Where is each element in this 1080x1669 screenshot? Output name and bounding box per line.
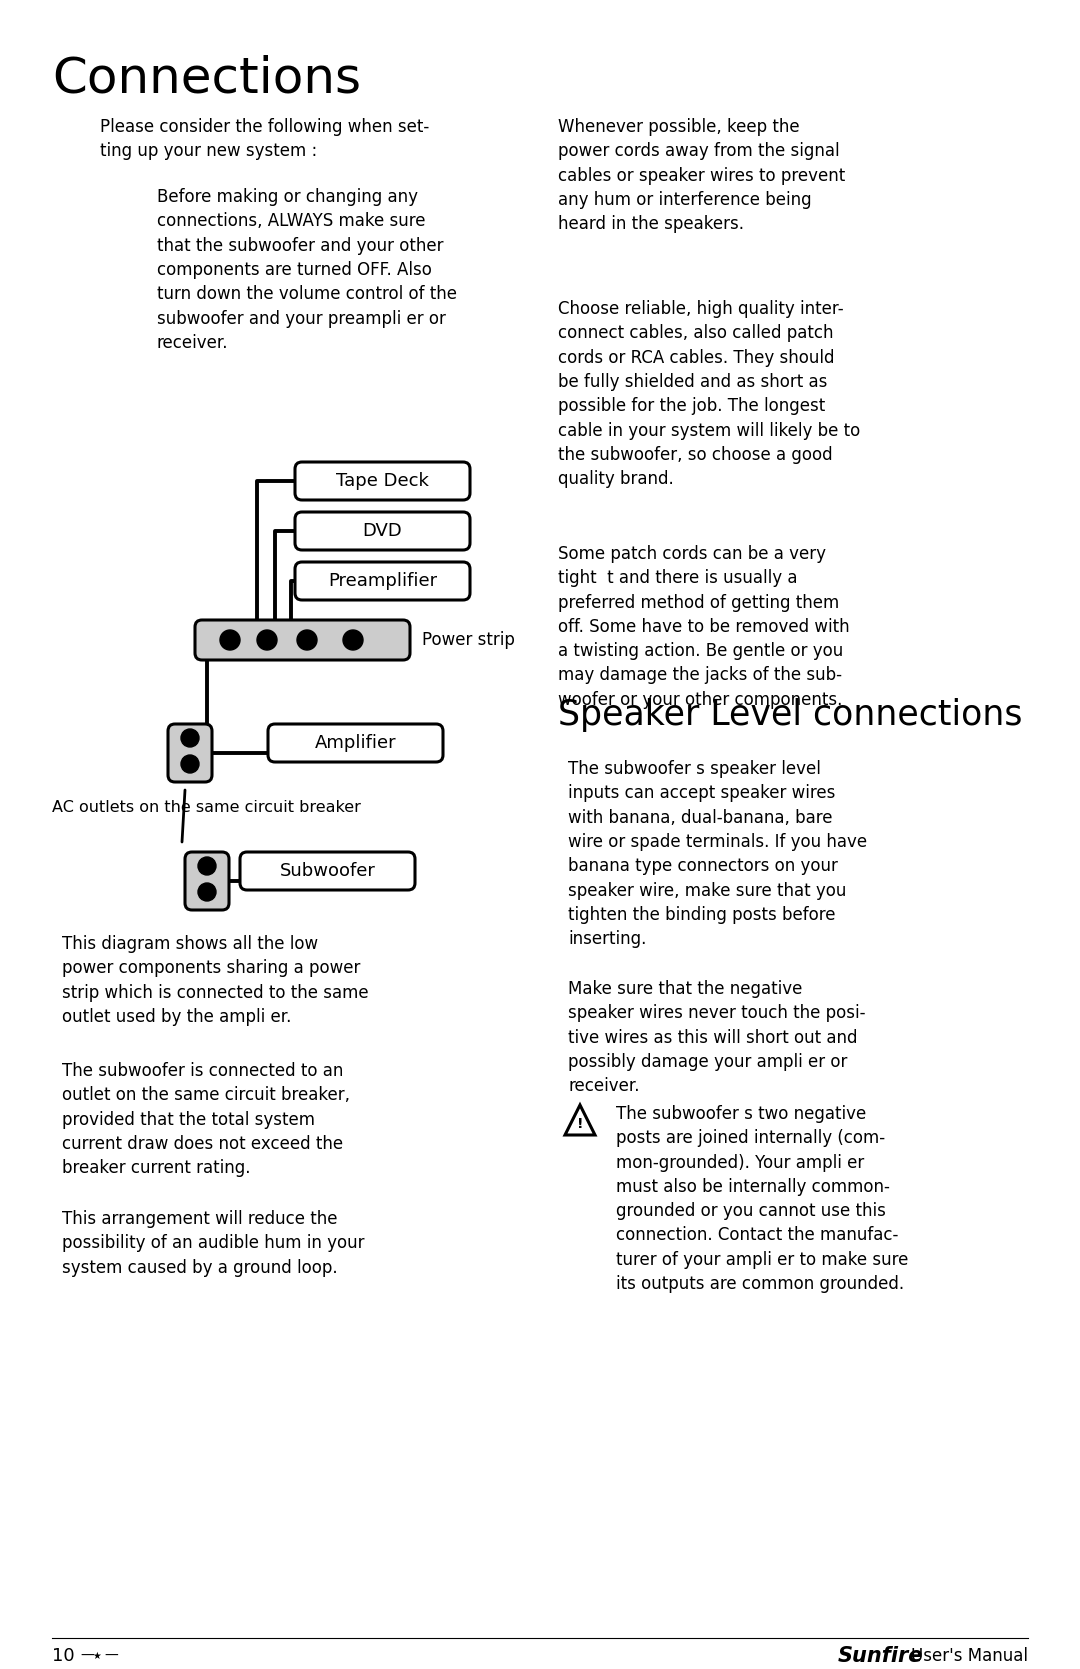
Text: This arrangement will reduce the
possibility of an audible hum in your
system ca: This arrangement will reduce the possibi… (62, 1210, 365, 1277)
Text: Whenever possible, keep the
power cords away from the signal
cables or speaker w: Whenever possible, keep the power cords … (558, 118, 846, 234)
FancyBboxPatch shape (295, 512, 470, 551)
Text: Subwoofer: Subwoofer (280, 861, 376, 880)
Text: The subwoofer s speaker level
inputs can accept speaker wires
with banana, dual-: The subwoofer s speaker level inputs can… (568, 759, 867, 948)
Circle shape (181, 754, 199, 773)
Text: User's Manual: User's Manual (912, 1647, 1028, 1666)
Text: AC outlets on the same circuit breaker: AC outlets on the same circuit breaker (52, 799, 361, 814)
Text: —: — (104, 1649, 118, 1662)
Text: Preamplifier: Preamplifier (328, 572, 437, 591)
Text: The subwoofer is connected to an
outlet on the same circuit breaker,
provided th: The subwoofer is connected to an outlet … (62, 1061, 350, 1177)
Text: DVD: DVD (363, 522, 403, 541)
Text: The subwoofer s two negative
posts are joined internally (com-
mon-grounded). Yo: The subwoofer s two negative posts are j… (616, 1105, 908, 1293)
FancyBboxPatch shape (268, 724, 443, 763)
Text: Sunfire: Sunfire (838, 1646, 923, 1666)
Text: Connections: Connections (52, 55, 361, 103)
Text: Power strip: Power strip (422, 631, 515, 649)
Circle shape (343, 629, 363, 649)
Text: Some patch cords can be a very
tight  t and there is usually a
preferred method : Some patch cords can be a very tight t a… (558, 546, 850, 709)
Text: Make sure that the negative
speaker wires never touch the posi-
tive wires as th: Make sure that the negative speaker wire… (568, 980, 865, 1095)
Text: Please consider the following when set-
ting up your new system :: Please consider the following when set- … (100, 118, 429, 160)
Text: Amplifier: Amplifier (314, 734, 396, 753)
Circle shape (297, 629, 318, 649)
Text: Tape Deck: Tape Deck (336, 472, 429, 491)
Circle shape (198, 883, 216, 901)
Polygon shape (565, 1105, 595, 1135)
Circle shape (257, 629, 276, 649)
FancyBboxPatch shape (185, 851, 229, 910)
FancyBboxPatch shape (168, 724, 212, 783)
FancyBboxPatch shape (195, 619, 410, 659)
Text: This diagram shows all the low
power components sharing a power
strip which is c: This diagram shows all the low power com… (62, 935, 368, 1026)
FancyBboxPatch shape (240, 851, 415, 890)
Circle shape (220, 629, 240, 649)
Circle shape (181, 729, 199, 748)
Circle shape (198, 856, 216, 875)
Text: Before making or changing any
connections, ALWAYS make sure
that the subwoofer a: Before making or changing any connection… (157, 189, 457, 352)
Text: !: ! (577, 1117, 583, 1130)
FancyBboxPatch shape (295, 562, 470, 599)
Text: —: — (80, 1649, 94, 1662)
Text: 10: 10 (52, 1647, 75, 1666)
FancyBboxPatch shape (295, 462, 470, 501)
Text: Choose reliable, high quality inter-
connect cables, also called patch
cords or : Choose reliable, high quality inter- con… (558, 300, 861, 487)
Text: ★: ★ (92, 1651, 100, 1661)
Text: Speaker Level connections: Speaker Level connections (558, 698, 1023, 733)
